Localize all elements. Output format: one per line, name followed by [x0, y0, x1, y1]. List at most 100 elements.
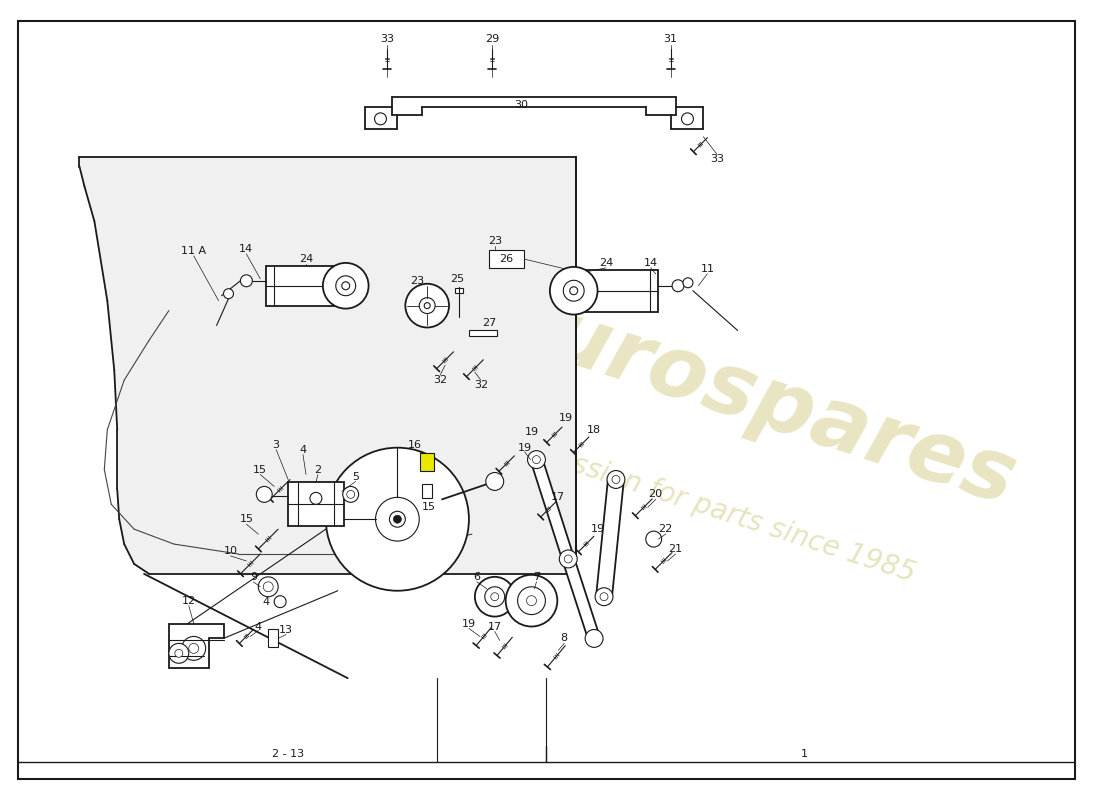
Text: 27: 27	[482, 318, 496, 327]
Circle shape	[169, 643, 189, 663]
Text: 21: 21	[669, 544, 683, 554]
Polygon shape	[266, 266, 345, 306]
Circle shape	[175, 650, 183, 658]
Circle shape	[326, 448, 469, 590]
Circle shape	[310, 492, 322, 504]
Text: 8: 8	[561, 634, 568, 643]
Polygon shape	[469, 330, 497, 337]
Text: 30: 30	[515, 100, 529, 110]
Polygon shape	[531, 458, 574, 561]
Bar	[490, 250, 524, 268]
Circle shape	[189, 643, 199, 654]
Text: 11: 11	[701, 264, 714, 274]
Text: 10: 10	[223, 546, 238, 556]
Text: 24: 24	[598, 258, 613, 268]
Circle shape	[564, 555, 572, 563]
Text: 2 - 13: 2 - 13	[272, 749, 305, 758]
Circle shape	[486, 473, 504, 490]
Circle shape	[559, 550, 578, 568]
Text: 29: 29	[485, 34, 499, 44]
Text: 15: 15	[253, 465, 267, 474]
Text: 33: 33	[711, 154, 724, 163]
Circle shape	[405, 284, 449, 327]
Text: 23: 23	[487, 236, 502, 246]
Circle shape	[343, 486, 359, 502]
Circle shape	[563, 280, 584, 301]
Circle shape	[491, 593, 498, 601]
Polygon shape	[288, 482, 343, 526]
Text: 4: 4	[255, 622, 262, 631]
Circle shape	[532, 456, 540, 463]
Text: 20: 20	[649, 490, 662, 499]
Circle shape	[612, 475, 620, 483]
Text: 26: 26	[499, 254, 514, 264]
Text: 4: 4	[263, 597, 270, 606]
Circle shape	[646, 531, 661, 547]
Circle shape	[570, 286, 578, 294]
Circle shape	[425, 302, 430, 309]
Text: 32: 32	[474, 380, 488, 390]
Text: 9: 9	[250, 572, 257, 582]
Text: 25: 25	[450, 274, 464, 284]
Polygon shape	[574, 270, 658, 311]
Circle shape	[323, 263, 368, 309]
Text: 19: 19	[591, 524, 605, 534]
Text: 2: 2	[315, 465, 321, 474]
Text: 15: 15	[240, 514, 253, 524]
Circle shape	[682, 113, 693, 125]
Text: 14: 14	[240, 244, 253, 254]
Circle shape	[241, 275, 252, 286]
Polygon shape	[79, 157, 576, 574]
Circle shape	[672, 280, 684, 292]
Text: 23: 23	[410, 276, 425, 286]
Text: 18: 18	[587, 425, 601, 435]
Circle shape	[263, 582, 273, 592]
Text: 12: 12	[182, 596, 196, 606]
Text: 3: 3	[273, 440, 279, 450]
Text: 32: 32	[433, 375, 448, 385]
Text: 19: 19	[525, 426, 539, 437]
Text: 16: 16	[408, 440, 422, 450]
Circle shape	[182, 637, 206, 660]
Bar	[422, 485, 432, 498]
Text: 19: 19	[559, 413, 573, 423]
Circle shape	[375, 498, 419, 541]
Circle shape	[419, 298, 436, 314]
Text: 24: 24	[299, 254, 314, 264]
Circle shape	[346, 490, 354, 498]
Text: 15: 15	[422, 502, 437, 512]
Circle shape	[342, 282, 350, 290]
Circle shape	[683, 278, 693, 288]
Text: 11 A: 11 A	[182, 246, 207, 256]
Circle shape	[485, 586, 505, 606]
Text: 17: 17	[487, 622, 502, 631]
Text: 19: 19	[462, 618, 476, 629]
Text: 4: 4	[299, 445, 307, 454]
Text: 7: 7	[532, 572, 540, 582]
Circle shape	[550, 267, 597, 314]
Text: eurospares: eurospares	[483, 277, 1026, 523]
Circle shape	[258, 577, 278, 597]
Circle shape	[600, 593, 608, 601]
Text: 6: 6	[473, 572, 481, 582]
Circle shape	[223, 289, 233, 298]
Text: 13: 13	[279, 626, 293, 635]
Text: 14: 14	[644, 258, 658, 268]
Bar	[455, 288, 463, 294]
Circle shape	[595, 588, 613, 606]
Text: 17: 17	[551, 492, 565, 502]
Circle shape	[394, 515, 402, 523]
Circle shape	[374, 113, 386, 125]
Circle shape	[475, 577, 515, 617]
Polygon shape	[596, 478, 624, 598]
Circle shape	[528, 450, 546, 469]
Bar	[268, 630, 278, 647]
Text: 5: 5	[352, 473, 360, 482]
Text: 19: 19	[517, 442, 531, 453]
Circle shape	[274, 596, 286, 608]
Text: 31: 31	[663, 34, 678, 44]
Circle shape	[256, 486, 272, 502]
Circle shape	[336, 276, 355, 296]
Circle shape	[389, 511, 405, 527]
Circle shape	[585, 630, 603, 647]
